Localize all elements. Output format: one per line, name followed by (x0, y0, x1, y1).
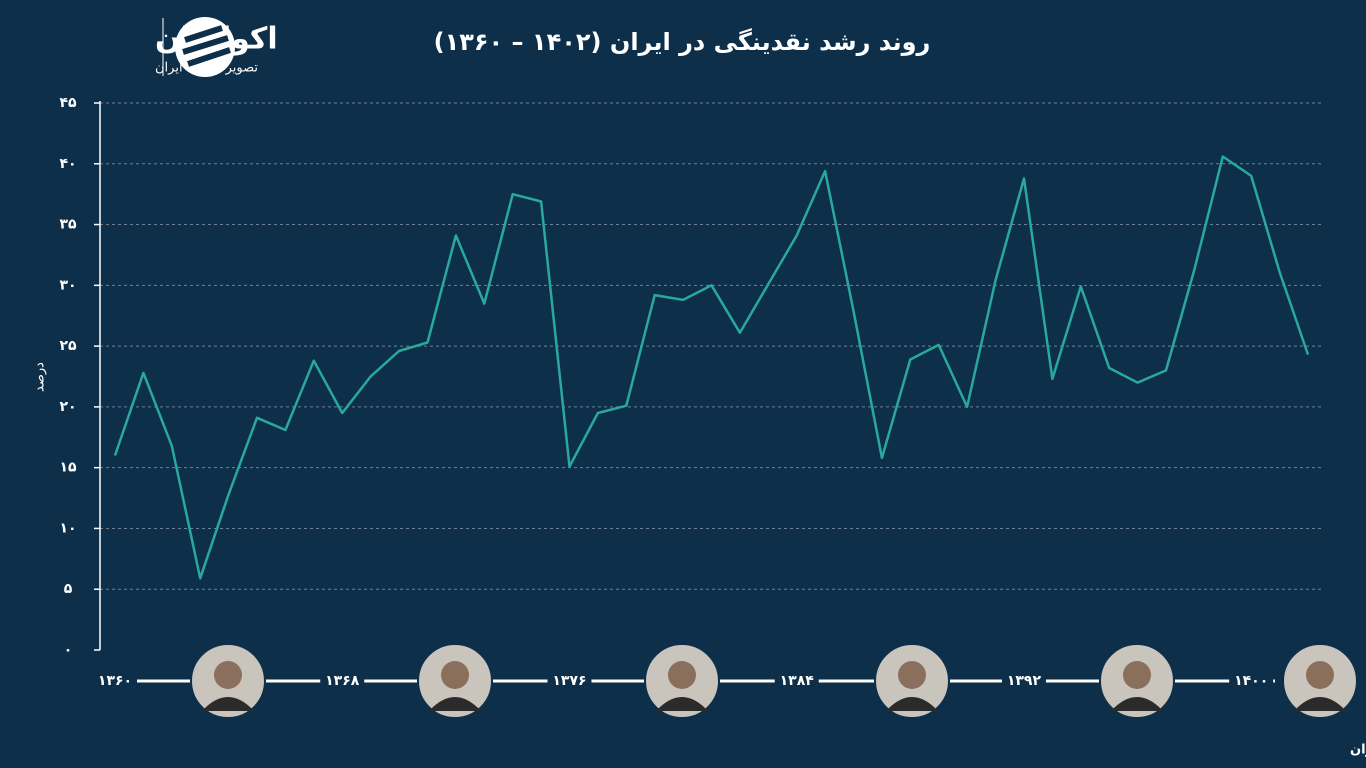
x-tick-label: ۱۳۸۴ (780, 673, 815, 689)
y-axis-label: درصد (33, 362, 48, 392)
y-tick-label: ۳۵ (59, 217, 77, 233)
portrait-head (214, 661, 242, 689)
y-tick-label: ۲۰ (59, 399, 76, 415)
y-tick-label: ۵ (64, 581, 73, 597)
y-tick-label: ۱۰ (59, 520, 76, 536)
chart-title: روند رشد نقدینگی در ایران (۱۴۰۲ – ۱۳۶۰) (434, 28, 931, 56)
logo: اکوایران تصویر اقتصاد ایران (155, 17, 278, 77)
portrait-head (441, 661, 469, 689)
portrait-head (668, 661, 696, 689)
y-tick-label: ۱۵ (59, 460, 77, 476)
portrait-body (429, 697, 481, 711)
y-tick-label: ۴۵ (59, 95, 77, 111)
x-tick-bg (1229, 671, 1274, 691)
portrait-body (886, 697, 938, 711)
x-tick-label: ۱۳۶۸ (325, 673, 360, 689)
data-line (113, 155, 1310, 580)
plot-area: ۰ ۵ ۱۰ ۱۵ ۲۰ ۲۵ ۳۰ ۳۵ ۴۰ ۴۵ ۱۳۶۰ ۱۳۶۸ ۱۳۷۶ ۱۳۸۴ ۱۳۹۲ ۱۴… (59, 95, 1358, 719)
y-tick-label: ۲۵ (59, 338, 77, 354)
logo-icon-stripes (182, 25, 231, 67)
x-tick-bg (1001, 671, 1046, 691)
x-tick-bg (93, 671, 137, 691)
x-tick-label: ۱۳۹۲ (1007, 673, 1042, 689)
x-tick-label: ۱۳۷۶ (552, 673, 586, 689)
x-tick-bg (320, 671, 365, 691)
portrait-body (1111, 697, 1163, 711)
portrait-head (898, 661, 926, 689)
x-tick-bg (774, 671, 819, 691)
portrait-body (1294, 697, 1346, 711)
x-tick-label: ۱۳۶۰ (98, 673, 132, 689)
x-tick-label: ۱۴۰۰ (1234, 673, 1268, 689)
source-note: منبع داده: بانک مرکزی ایران (1350, 743, 1366, 758)
portrait-head (1123, 661, 1151, 689)
x-tick-bg (547, 671, 592, 691)
portrait-head (1306, 661, 1334, 689)
y-tick-label: ۰ (64, 642, 73, 658)
portrait-body (202, 697, 254, 711)
portrait-body (656, 697, 708, 711)
y-tick-label: ۳۰ (59, 277, 76, 293)
y-tick-label: ۴۰ (59, 156, 76, 172)
